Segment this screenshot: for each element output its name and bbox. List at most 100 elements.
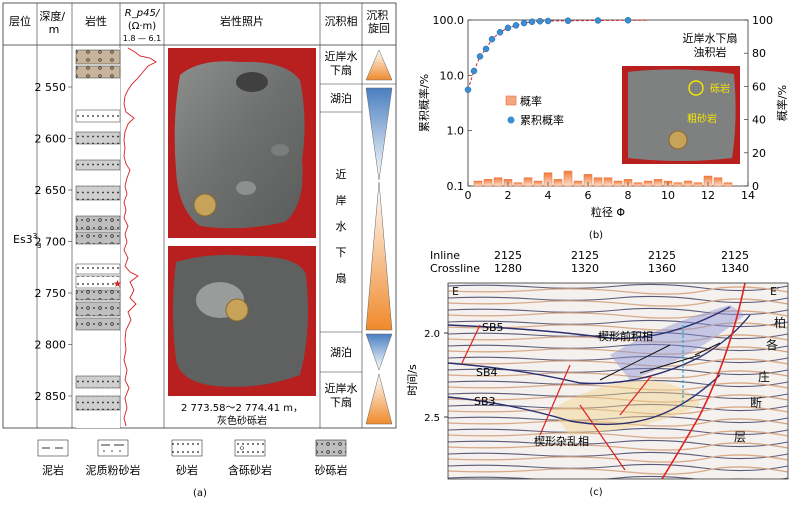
crossline-1: 1280 [494, 262, 522, 275]
inline-label: Inline [430, 249, 460, 262]
prob-bar [553, 179, 563, 187]
panel-c-label: (c) [589, 487, 602, 498]
depth-tick-label: 2 550 [35, 81, 67, 94]
depth-tick-label: 2 700 [35, 236, 67, 249]
grain-size-chart: 0 2 4 6 8 10 12 14 0.1 1.0 10.0 100.0 0 20 40 60 80 100 粒径… [417, 14, 789, 241]
prob-bar [483, 179, 493, 187]
prob-bar [493, 177, 503, 187]
header-resistivity-unit: (Ω·m) [128, 21, 156, 32]
x-tick-label: 2 [505, 189, 512, 202]
prob-bar [673, 182, 683, 187]
inset-label-gravel: 砾岩 [710, 82, 730, 95]
legend-pebbly: 含砾砂岩 [228, 463, 272, 477]
cum-point [544, 17, 552, 25]
fault-char: 层 [734, 430, 746, 444]
fault-char: 庄 [758, 369, 770, 384]
cum-point [470, 67, 478, 75]
cum-point [504, 24, 512, 32]
y-right-tick-label: 20 [752, 147, 766, 160]
fault-char: 各 [766, 337, 778, 352]
header-depth-l2: m [49, 23, 60, 36]
legend-bar-swatch [505, 95, 517, 106]
cum-line [467, 19, 629, 90]
depth-tick-label: 2 850 [35, 390, 67, 403]
photo-caption-1: 2 773.58～2 774.41 m， [181, 403, 303, 414]
prob-bar [523, 177, 533, 187]
y-left-tick-label: 100.0 [433, 14, 465, 27]
cum-point [564, 17, 572, 24]
crossline-label: Crossline [430, 262, 480, 275]
y-right-tick-label: 100 [752, 14, 773, 27]
cum-point [520, 19, 528, 27]
y-axis-label: 时间/s [406, 364, 419, 396]
legend-cum: 累积概率 [520, 113, 564, 127]
facies-2: 湖泊 [330, 92, 352, 105]
header-photo: 岩性照片 [220, 14, 264, 28]
cum-point [512, 22, 520, 29]
header-resistivity: R_p45/ [125, 8, 161, 19]
prob-bar [653, 179, 663, 187]
lithology-column [75, 48, 121, 428]
x-tick-label: 12 [701, 189, 715, 202]
y-right-axis-label: 概率/% [775, 85, 789, 121]
prob-bar [533, 180, 543, 187]
horizon-sb4 [448, 314, 751, 385]
header-depth: 深度/ m [39, 9, 68, 36]
y-tick-2-0: 2.0 [424, 329, 440, 340]
legend-glutenite: 砂砾岩 [315, 463, 348, 477]
crossline-2: 1320 [571, 262, 599, 275]
y-right-tick-label: 80 [752, 47, 766, 60]
cum-point [482, 45, 490, 53]
cum-point [488, 35, 496, 43]
table-frame [2, 2, 397, 429]
seismic-section: Inline Crossline 2125 2125 2125 2125 128… [406, 249, 789, 498]
inset-circle-icon [688, 80, 704, 96]
horizon-sb5 [448, 306, 731, 340]
x-tick-label: 4 [545, 189, 552, 202]
x-tick-label: 0 [465, 189, 472, 202]
cycle-column [365, 49, 393, 425]
litho-conglomerate [75, 49, 121, 65]
inset-label-coarse: 粗砂岩 [687, 112, 717, 125]
annotation-progradation: 楔形前积相 [598, 329, 653, 343]
cum-point [464, 86, 472, 93]
horizon-label-sb3: SB3 [474, 395, 496, 408]
prob-bar [573, 180, 583, 187]
wedge-progradation-zone [610, 305, 745, 380]
inline-1: 2125 [494, 249, 522, 262]
legend-silty: 泥质粉砂岩 [86, 463, 141, 477]
panel-b: 0 2 4 6 8 10 12 14 0.1 1.0 10.0 100.0 0 20 40 60 80 100 粒径… [400, 0, 793, 250]
depth-tick-label: 2 650 [35, 184, 67, 197]
y-right-tick-label: 60 [752, 80, 766, 93]
prob-bar [513, 182, 523, 187]
inset-coin-icon [668, 130, 688, 150]
y-left-tick-label: 1.0 [447, 125, 465, 138]
depth-tick-label: 2 750 [35, 287, 67, 300]
prob-bar [613, 180, 623, 187]
horizon-sb3 [448, 374, 721, 426]
facies-5: 近岸水下扇 [325, 382, 358, 409]
legend-sandstone: 砂岩 [176, 463, 198, 477]
depth-tick-label: 2 600 [35, 133, 67, 146]
cum-point [624, 16, 632, 24]
y-left-tick-label: 10.0 [440, 69, 465, 82]
lithology-legend: 泥岩 泥质粉砂岩 砂岩 含砾砂岩 砂砾岩 [37, 439, 348, 477]
cum-point [528, 18, 536, 25]
wedge-chaotic-zone [550, 380, 700, 435]
prob-bar [603, 177, 613, 187]
cum-point [496, 29, 504, 36]
inline-2: 2125 [571, 249, 599, 262]
cum-point [476, 53, 484, 60]
horizon-label-sb4: SB4 [476, 366, 498, 379]
panel-a: 层位 深度/ m 岩性 R_p45/ (Ω·m) 1.8 — 6.1 岩性照片 … [2, 2, 397, 499]
depth-ticks: 2 550 2 600 2 650 2 700 2 750 2 800 2 850 [35, 81, 72, 403]
inline-3: 2125 [648, 249, 676, 262]
prob-bar [473, 180, 483, 187]
panel-a-figure: 层位 深度/ m 岩性 R_p45/ (Ω·m) 1.8 — 6.1 岩性照片 … [2, 2, 397, 499]
inset-title-2: 浊积岩 [694, 45, 727, 59]
coin-icon [193, 193, 217, 217]
seismic-image [448, 283, 788, 479]
facies-1: 近岸水下扇 [325, 50, 358, 77]
fault-char: 柏 [774, 315, 786, 330]
